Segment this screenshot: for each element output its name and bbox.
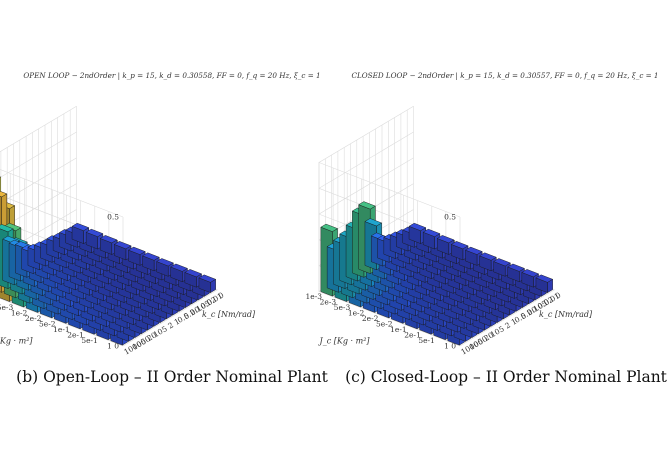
jc-tick-label: 5e-2 xyxy=(39,319,56,328)
y-axis-label: k_c [Nm/rad] xyxy=(539,310,593,319)
kc-tick-label: 50 xyxy=(476,334,489,347)
jc-tick-label: 2e-1 xyxy=(67,330,84,339)
bar xyxy=(142,252,160,272)
jc-tick-label: 5e-2 xyxy=(376,319,393,328)
jc-tick-label: 1 xyxy=(444,341,449,350)
jc-tick-label: 5e-3 xyxy=(0,303,13,312)
jc-tick-label: 5e-3 xyxy=(334,303,351,312)
kc-tick-label: 50 xyxy=(139,334,152,347)
kc-tick-label: 5 xyxy=(160,324,169,334)
x-axis-label: J_c [Kg · m²] xyxy=(0,336,33,345)
kc-tick-label: 20 xyxy=(145,330,158,343)
jc-tick-label: 5e-1 xyxy=(418,336,435,345)
jc-tick-label: 1e-3 xyxy=(306,292,323,301)
jc-tick-label: 1e-1 xyxy=(53,325,70,334)
kc-tick-label: 0 xyxy=(554,290,563,300)
bar xyxy=(170,263,188,282)
chart-title: OPEN LOOP − 2ndOrder | k_p = 15, k_d = 0… xyxy=(23,71,320,80)
kc-tick-label: 5 xyxy=(497,324,506,334)
jc-tick-label: 1e-1 xyxy=(390,325,407,334)
bar xyxy=(114,241,132,261)
z-tick-label: 0.5 xyxy=(444,213,456,222)
z-tick-label: 0 xyxy=(114,342,119,351)
kc-tick-label: 10 xyxy=(152,327,165,340)
kc-tick-label: 10 xyxy=(489,327,502,340)
kc-tick-label: 20 xyxy=(482,330,495,343)
bars xyxy=(320,201,553,346)
y-axis-label: k_c [Nm/rad] xyxy=(202,310,256,319)
z-tick-label: 0 xyxy=(451,342,456,351)
bar xyxy=(493,258,511,277)
kc-tick-label: 2 xyxy=(503,320,512,330)
jc-tick-label: 1 xyxy=(107,341,112,350)
bar xyxy=(198,274,216,293)
kc-tick-label: 1 xyxy=(173,317,182,327)
z-tick-label: 0.5 xyxy=(107,213,119,222)
panel-open-loop: OPEN LOOP − 2ndOrder | k_p = 15, k_d = 0… xyxy=(0,71,329,386)
kc-tick-label: 0 xyxy=(217,290,226,300)
bars xyxy=(0,176,216,346)
jc-tick-label: 5e-1 xyxy=(81,336,98,345)
chart-title: CLOSED LOOP − 2ndOrder | k_p = 15, k_d =… xyxy=(351,71,658,80)
bar xyxy=(465,246,483,266)
jc-tick-label: 1e-2 xyxy=(11,309,28,318)
figure-caption: (b) Open-Loop – II Order Nominal Plant xyxy=(16,368,328,386)
figure-caption: (c) Closed-Loop – II Order Nominal Plant xyxy=(345,368,668,386)
jc-tick-label: 2e-1 xyxy=(404,330,421,339)
x-axis-label: J_c [Kg · m²] xyxy=(318,336,371,345)
bar xyxy=(535,274,553,293)
jc-tick-label: 2e-3 xyxy=(320,298,337,307)
kc-tick-label: 1 xyxy=(510,317,519,327)
jc-tick-label: 2e-2 xyxy=(362,314,379,323)
jc-tick-label: 2e-2 xyxy=(25,314,42,323)
panel-closed-loop: CLOSED LOOP − 2ndOrder | k_p = 15, k_d =… xyxy=(306,71,668,386)
jc-tick-label: 1e-2 xyxy=(348,309,365,318)
kc-tick-label: 2 xyxy=(166,320,175,330)
